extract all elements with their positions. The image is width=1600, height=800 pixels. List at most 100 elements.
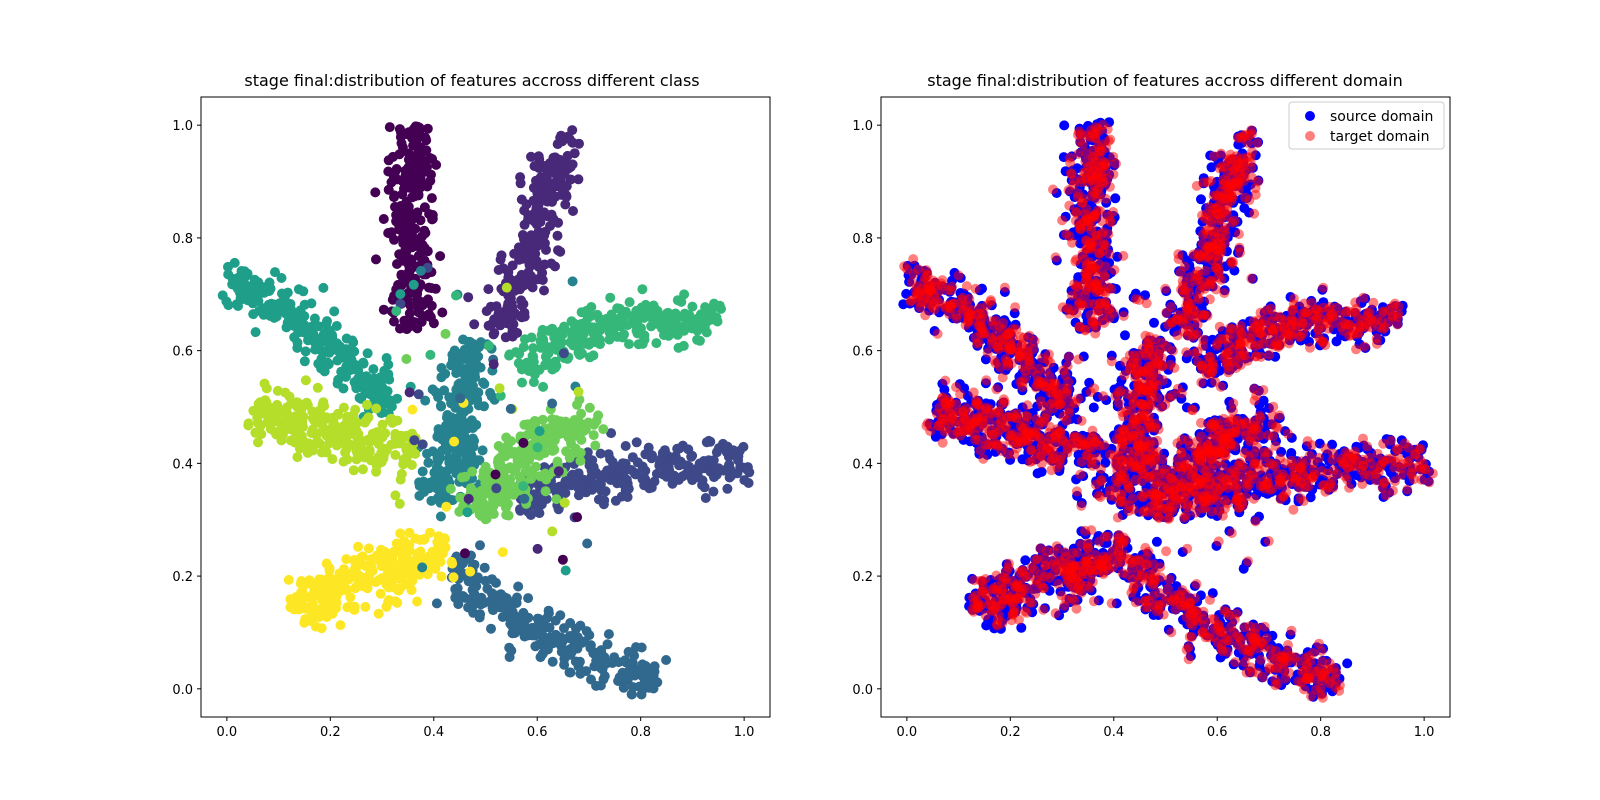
class-point xyxy=(597,470,608,481)
class-point xyxy=(580,419,591,430)
class-point xyxy=(502,488,513,499)
class-point xyxy=(391,164,402,174)
class-point xyxy=(551,360,562,371)
class-point xyxy=(233,301,243,311)
class-point xyxy=(617,312,627,323)
class-point xyxy=(722,483,733,494)
class-point xyxy=(598,499,609,510)
class-point xyxy=(414,477,425,488)
class-point xyxy=(404,308,415,319)
class-point xyxy=(516,448,527,459)
class-point xyxy=(636,689,647,700)
class-point xyxy=(412,207,423,218)
class-point xyxy=(408,558,419,569)
class-point xyxy=(352,449,363,460)
class-point xyxy=(385,415,396,426)
class-point xyxy=(403,154,414,165)
class-point xyxy=(327,329,337,340)
class-point xyxy=(579,479,590,490)
class-point xyxy=(309,415,320,426)
class-point xyxy=(353,365,364,376)
class-point xyxy=(673,342,684,353)
class-point xyxy=(426,169,436,180)
class-point xyxy=(299,299,310,310)
class-point xyxy=(223,300,234,311)
class-point xyxy=(417,300,428,311)
class-point xyxy=(573,386,584,397)
class-point xyxy=(647,311,658,322)
class-point xyxy=(452,418,463,428)
class-point xyxy=(525,254,536,265)
class-point xyxy=(567,276,578,287)
class-point xyxy=(474,612,485,623)
class-point xyxy=(544,194,555,205)
class-point xyxy=(679,289,690,300)
class-point xyxy=(454,506,465,517)
class-point xyxy=(531,219,542,230)
class-point xyxy=(380,387,391,398)
class-point xyxy=(489,492,500,503)
domain-scatter-panel: stage final:distribution of features acc… xyxy=(852,71,1451,740)
class-point xyxy=(618,478,628,489)
class-point xyxy=(338,383,349,394)
class-point xyxy=(528,239,539,250)
class-point xyxy=(491,577,501,588)
class-point xyxy=(286,304,297,315)
class-point xyxy=(713,443,724,454)
class-point xyxy=(358,357,369,368)
class-point xyxy=(434,546,445,557)
y-tick-label: 0.4 xyxy=(172,457,193,472)
plot-frame-class xyxy=(200,96,771,718)
class-point xyxy=(299,356,310,367)
class-point xyxy=(674,460,685,471)
class-point xyxy=(310,621,321,632)
class-point xyxy=(627,452,638,463)
class-point xyxy=(417,180,428,191)
class-point xyxy=(415,546,426,557)
class-point xyxy=(529,161,540,172)
class-point xyxy=(270,267,280,278)
class-point xyxy=(520,466,531,477)
class-point xyxy=(640,449,651,460)
class-point xyxy=(526,473,536,484)
y-tick-label: 0.8 xyxy=(172,232,193,247)
class-point xyxy=(553,466,564,477)
class-point xyxy=(415,124,426,135)
class-point xyxy=(319,366,330,377)
class-point xyxy=(502,441,513,451)
class-point xyxy=(553,637,564,648)
source-domain-point xyxy=(1331,336,1342,347)
class-point xyxy=(572,512,583,523)
class-point xyxy=(384,122,395,133)
class-point xyxy=(586,302,597,312)
class-point xyxy=(480,461,491,472)
class-point xyxy=(615,464,626,475)
class-point xyxy=(549,444,560,455)
class-point xyxy=(567,137,578,148)
class-point xyxy=(273,302,284,312)
class-point xyxy=(426,283,437,294)
class-point xyxy=(383,597,394,608)
class-point xyxy=(363,447,374,458)
class-point xyxy=(373,608,384,619)
class-point xyxy=(550,261,560,272)
class-point xyxy=(396,468,407,479)
class-point xyxy=(541,437,552,448)
class-point xyxy=(605,475,616,485)
class-point xyxy=(327,454,338,465)
class-point xyxy=(422,448,432,459)
class-point xyxy=(657,448,668,458)
class-point xyxy=(547,398,558,409)
class-point xyxy=(570,656,581,667)
class-point xyxy=(468,340,479,351)
class-point xyxy=(250,327,261,338)
class-point xyxy=(519,219,530,230)
class-point xyxy=(523,593,534,604)
source-domain-point xyxy=(1342,658,1353,669)
class-point xyxy=(479,401,489,412)
class-point xyxy=(537,414,548,425)
source-domain-point xyxy=(1286,448,1297,458)
class-point xyxy=(310,603,321,614)
class-point xyxy=(455,393,466,404)
class-point xyxy=(524,454,535,465)
